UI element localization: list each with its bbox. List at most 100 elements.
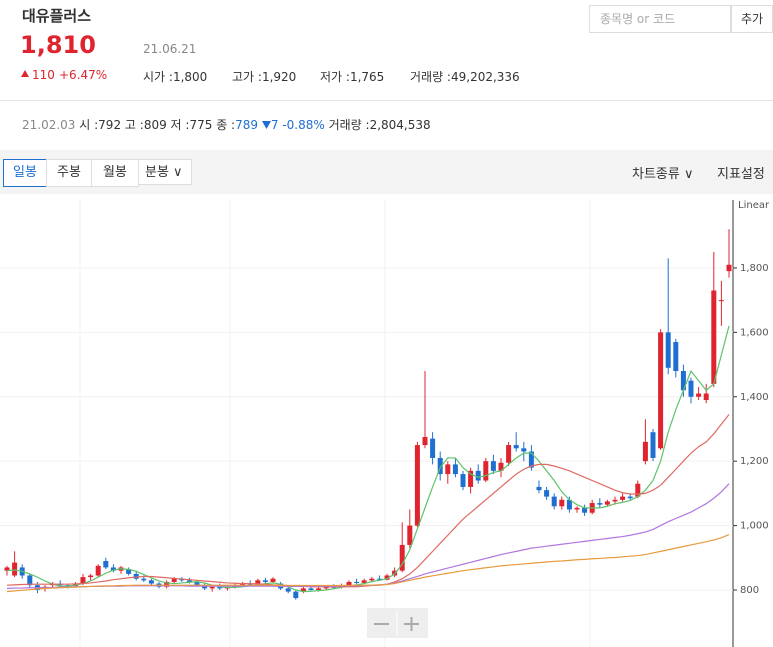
candle-body [718,300,724,302]
candle-body [544,490,550,497]
price: 1,810 [20,31,96,59]
info-change: 7 [270,118,279,132]
info-label: 저 : [170,118,190,132]
candle-body [4,567,10,571]
candle-body [528,451,534,468]
candle-body [521,448,527,452]
y-tick-label: 1,200 [740,456,769,467]
candle-body [407,525,413,545]
info-line: 21.02.03 시 :792 고 :809 저 :775 종 :789 7 -… [22,116,431,133]
tool[interactable]: 지표설정 [717,167,765,182]
info-value: 809 [143,118,167,132]
y-tick-label: 1,000 [740,521,769,532]
candle-body [460,474,466,487]
search-placeholder: 종목명 or 코드 [600,12,676,26]
info-label: 고 : [124,118,144,132]
stat-value: 1,920 [261,70,297,84]
candle-body [186,580,192,582]
candle-body [88,575,94,578]
stat-label: 저가 : [320,70,350,84]
up-arrow [21,70,29,77]
candle-body [612,499,618,502]
stat: 거래량 :49,202,336 [410,68,520,85]
tab[interactable]: 분봉 ∨ [138,159,192,185]
candle-body [209,586,215,589]
candle-body [673,342,679,372]
stat: 저가 :1,765 [320,68,384,85]
candle-body [627,496,633,499]
tool[interactable]: 차트종류 ∨ [632,167,694,182]
date: 21.06.21 [143,42,197,56]
candle-body [506,445,512,463]
info-label: 시 : [79,118,99,132]
candle-body [703,393,709,400]
ma-line [6,414,730,588]
candle-body [141,578,147,581]
stock-name: 대유플러스 [22,7,92,25]
candle-body [665,332,671,368]
candle-body [726,264,732,272]
stat-value: 49,202,336 [450,70,520,84]
candle-body [650,432,656,458]
candle-body [437,457,443,475]
change: 110 [32,68,55,82]
y-tick-label: 1,800 [740,263,769,274]
y-tick-label: 800 [740,585,759,596]
candle-body [635,483,641,497]
candle-body [285,588,291,592]
candle-body [255,580,261,585]
tab[interactable]: 일봉 [3,159,47,187]
candle-body [316,588,322,590]
candle-body [27,575,33,586]
candle-body [126,569,132,574]
candle-body [12,562,18,576]
candle-body [680,371,686,391]
candle-body [498,462,504,471]
candle-body [620,496,626,500]
info-value: 789 [235,118,258,132]
candle-body [452,464,458,475]
candle-body [300,588,306,592]
info-value: 792 [98,118,122,132]
candle-body [422,437,428,446]
candle-body [566,499,572,510]
candle-body [658,332,664,449]
candle-body [559,499,565,507]
candle-body [696,393,702,397]
info-label: 거래량 : [328,118,370,132]
info-value: 775 [189,118,213,132]
search-box[interactable] [589,5,731,33]
zoom-controls[interactable] [367,608,428,638]
candle-body [536,486,542,491]
candle-body [217,586,223,589]
candle-body [133,573,139,579]
stat: 시가 :1,800 [143,68,207,85]
candle-body [597,503,603,505]
ma-line [6,534,730,593]
down-arrow [261,121,271,129]
candle-body [384,575,390,580]
candle-body [346,581,352,586]
candle-body [103,561,109,568]
rate: +6.47% [59,68,108,82]
candle-body [688,380,694,397]
candle-body [80,577,86,584]
stat-value: 1,800 [172,70,208,84]
y-tick-label: 1,400 [740,392,769,403]
candle-body [468,470,474,487]
y-tick-label: 1,600 [740,327,769,338]
divider [0,100,773,101]
candle-body [445,464,451,475]
info-value: 2,804,538 [369,118,431,132]
candle-body [642,441,648,462]
candle-body [475,470,481,481]
candle-body [513,445,519,449]
candle-body [376,578,382,580]
ma-line [6,325,730,593]
candle-body [414,445,420,526]
candle-body [262,580,268,582]
candle-body [711,290,717,384]
candle-body [202,585,208,589]
